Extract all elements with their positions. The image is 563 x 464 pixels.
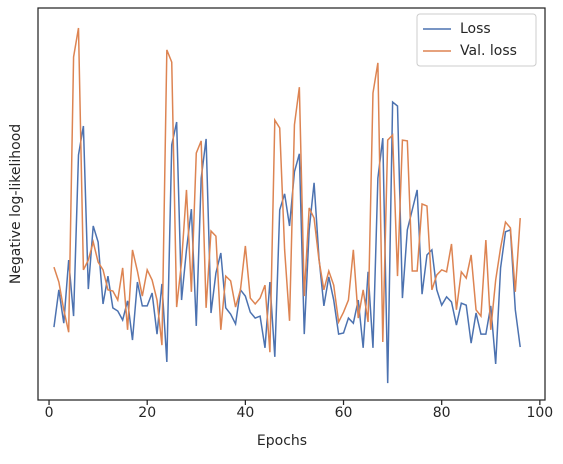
x-tick-label: 40 xyxy=(236,405,254,421)
x-tick-label: 60 xyxy=(335,405,353,421)
legend-label: Loss xyxy=(460,21,491,37)
x-tick-label: 100 xyxy=(526,405,553,421)
legend-label: Val. loss xyxy=(460,43,517,59)
legend-frame xyxy=(416,13,537,67)
x-axis-label: Epochs xyxy=(257,433,307,449)
line-series xyxy=(53,27,521,353)
line-series xyxy=(53,100,521,384)
legend: Loss Val. loss xyxy=(416,13,537,67)
x-tick-label: 0 xyxy=(45,405,54,421)
x-tick-label: 20 xyxy=(138,405,156,421)
x-tick-label: 80 xyxy=(433,405,451,421)
y-axis-label: Negative log-likelihood xyxy=(8,124,24,284)
